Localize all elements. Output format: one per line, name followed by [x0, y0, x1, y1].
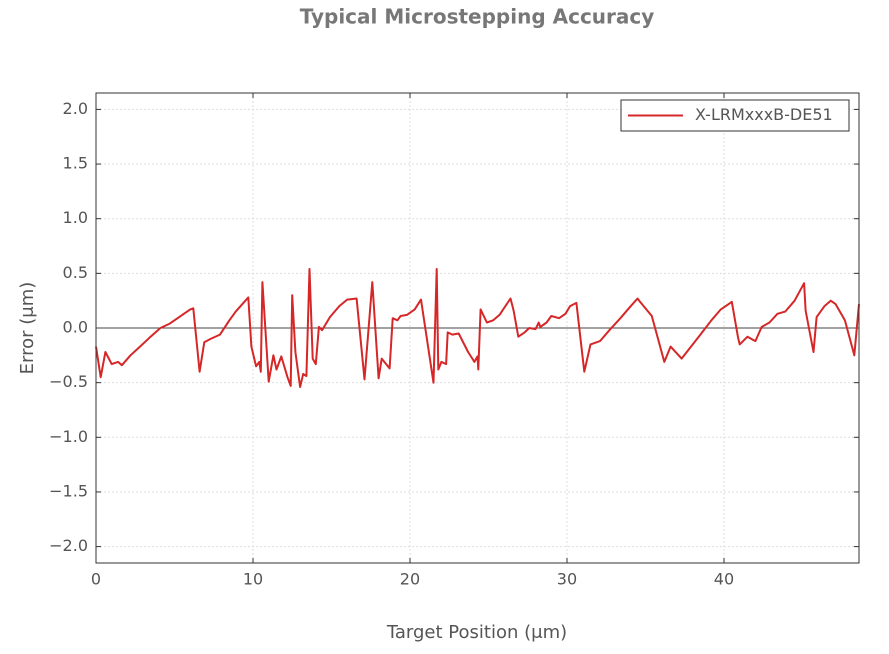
y-tick-label: −1.5: [49, 481, 88, 500]
chart-title: Typical Microstepping Accuracy: [300, 5, 655, 29]
y-tick-label: 2.0: [63, 99, 88, 118]
x-tick-label: 0: [91, 570, 101, 589]
plot-frame: [95, 92, 860, 564]
legend-label: X-LRMxxxB-DE51: [695, 105, 833, 124]
y-tick-label: 1.5: [63, 154, 88, 173]
y-tick-label: −0.5: [49, 372, 88, 391]
y-axis-label: Error (μm): [17, 282, 38, 375]
y-tick-label: 0.0: [63, 318, 88, 337]
data-line: [95, 268, 860, 388]
x-axis-label: Target Position (μm): [386, 622, 567, 643]
x-tick-label: 30: [557, 570, 577, 589]
y-tick-label: −1.0: [49, 427, 88, 446]
x-tick-label: 10: [243, 570, 263, 589]
x-tick-label: 20: [400, 570, 420, 589]
y-tick-label: −2.0: [49, 536, 88, 555]
y-tick-label: 0.5: [63, 263, 88, 282]
y-tick-label: 1.0: [63, 208, 88, 227]
x-tick-label: 40: [714, 570, 734, 589]
